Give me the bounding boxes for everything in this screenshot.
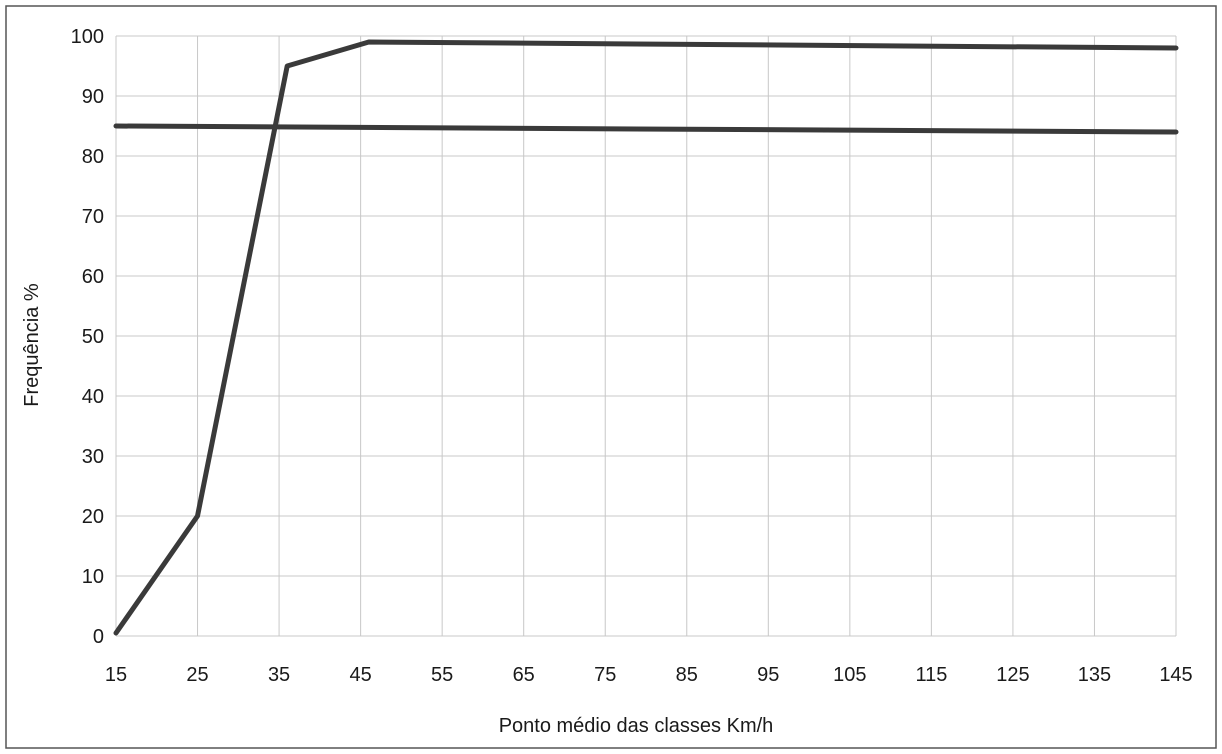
x-tick-label: 85	[676, 664, 698, 686]
y-tick-label: 0	[93, 626, 104, 648]
y-tick-label: 40	[82, 386, 104, 408]
series-line-2	[113, 123, 1179, 135]
x-tick-label: 75	[594, 664, 616, 686]
y-tick-label: 90	[82, 86, 104, 108]
x-tick-label: 135	[1078, 664, 1111, 686]
x-axis-ticks: 15 25 35 45 55 65 75 85 95 105 115 125 135 145	[105, 664, 1193, 686]
x-tick-label: 45	[349, 664, 371, 686]
y-axis-title: Frequência %	[21, 283, 43, 407]
y-tick-label: 20	[82, 506, 104, 528]
y-tick-label: 50	[82, 326, 104, 348]
x-tick-label: 15	[105, 664, 127, 686]
y-tick-label: 100	[71, 26, 104, 48]
y-tick-label: 80	[82, 146, 104, 168]
x-tick-label: 55	[431, 664, 453, 686]
chart-frame	[5, 5, 1217, 749]
x-tick-label: 145	[1159, 664, 1192, 686]
x-tick-label: 115	[915, 664, 947, 686]
x-tick-label: 105	[833, 664, 866, 686]
y-tick-label: 70	[82, 206, 104, 228]
series-layer	[113, 39, 1179, 636]
x-tick-label: 35	[268, 664, 290, 686]
x-tick-label: 125	[996, 664, 1029, 686]
x-tick-label: 95	[757, 664, 779, 686]
x-tick-label: 65	[513, 664, 535, 686]
y-tick-label: 60	[82, 266, 104, 288]
y-tick-label: 10	[82, 566, 104, 588]
x-tick-label: 25	[186, 664, 208, 686]
x-axis-title: Ponto médio das classes Km/h	[499, 715, 774, 737]
y-axis-ticks: 0 10 20 30 40 50 60 70 80 90 100	[71, 26, 104, 648]
y-tick-label: 30	[82, 446, 104, 468]
grid-layer	[115, 35, 1177, 637]
